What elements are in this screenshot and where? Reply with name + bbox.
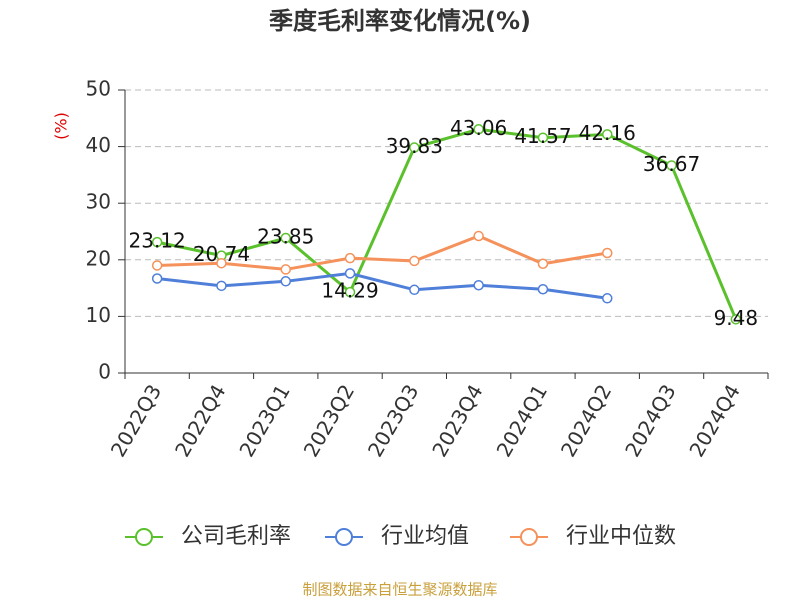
x-tick-label: 2024Q2 (556, 380, 616, 461)
data-point (537, 132, 549, 143)
data-point (151, 236, 163, 248)
data-point (537, 258, 549, 270)
data-point (151, 273, 163, 284)
x-tick-label: 2022Q4 (170, 380, 230, 461)
data-label: 36.67 (643, 152, 700, 176)
y-tick-label: 40 (86, 133, 111, 157)
y-tick-label: 20 (86, 246, 111, 270)
series-line (157, 234, 608, 271)
data-label: 14.29 (321, 279, 378, 303)
data-point (473, 230, 484, 242)
data-point (666, 160, 677, 171)
data-point (537, 283, 549, 295)
data-point (473, 280, 484, 291)
legend-symbol (520, 528, 538, 546)
y-axis-label: (%) (52, 112, 71, 140)
series-line (156, 127, 738, 320)
data-point (602, 247, 613, 259)
data-point (216, 280, 227, 292)
data-point (344, 252, 356, 264)
data-point (602, 129, 613, 140)
x-tick-label: 2023Q2 (299, 380, 359, 461)
data-point (344, 286, 356, 298)
data-label: 23.12 (129, 229, 186, 253)
data-point (216, 257, 227, 269)
data-point (730, 314, 742, 325)
y-tick-label: 0 (98, 360, 111, 384)
data-point (602, 293, 613, 304)
x-tick-label: 2024Q1 (492, 380, 552, 461)
data-point (473, 124, 484, 135)
data-label: 23.85 (257, 225, 314, 249)
legend-symbol (135, 528, 153, 546)
legend-symbol (335, 528, 353, 546)
x-tick-label: 2023Q3 (363, 380, 423, 461)
data-label: 43.06 (450, 116, 507, 140)
x-tick-label: 2023Q4 (427, 380, 487, 461)
legend-label: 公司毛利率 (181, 524, 291, 549)
data-label: 41.57 (514, 124, 571, 148)
data-point (344, 268, 356, 279)
chart-title: 季度毛利率变化情况(%) (269, 7, 531, 35)
data-label: 42.16 (579, 121, 636, 145)
data-label: 9.48 (714, 306, 759, 330)
x-tick-label: 2024Q3 (620, 380, 680, 461)
data-point (409, 284, 420, 296)
x-tick-label: 2022Q3 (106, 380, 166, 461)
y-tick-label: 50 (86, 77, 111, 101)
data-point (151, 260, 163, 271)
y-tick-label: 30 (86, 190, 111, 214)
data-point (280, 264, 291, 275)
x-tick-label: 2023Q1 (234, 380, 294, 461)
y-tick-label: 10 (86, 303, 111, 327)
data-point (280, 232, 291, 244)
source-note: 制图数据来自恒生聚源数据库 (302, 581, 497, 599)
data-point (409, 255, 420, 267)
legend-label: 行业均值 (381, 524, 469, 549)
legend-label: 行业中位数 (566, 524, 676, 549)
data-point (280, 276, 291, 287)
data-label: 39.83 (386, 134, 443, 158)
x-tick-label: 2024Q4 (684, 380, 744, 461)
data-point (409, 142, 420, 153)
series-line (156, 271, 608, 300)
